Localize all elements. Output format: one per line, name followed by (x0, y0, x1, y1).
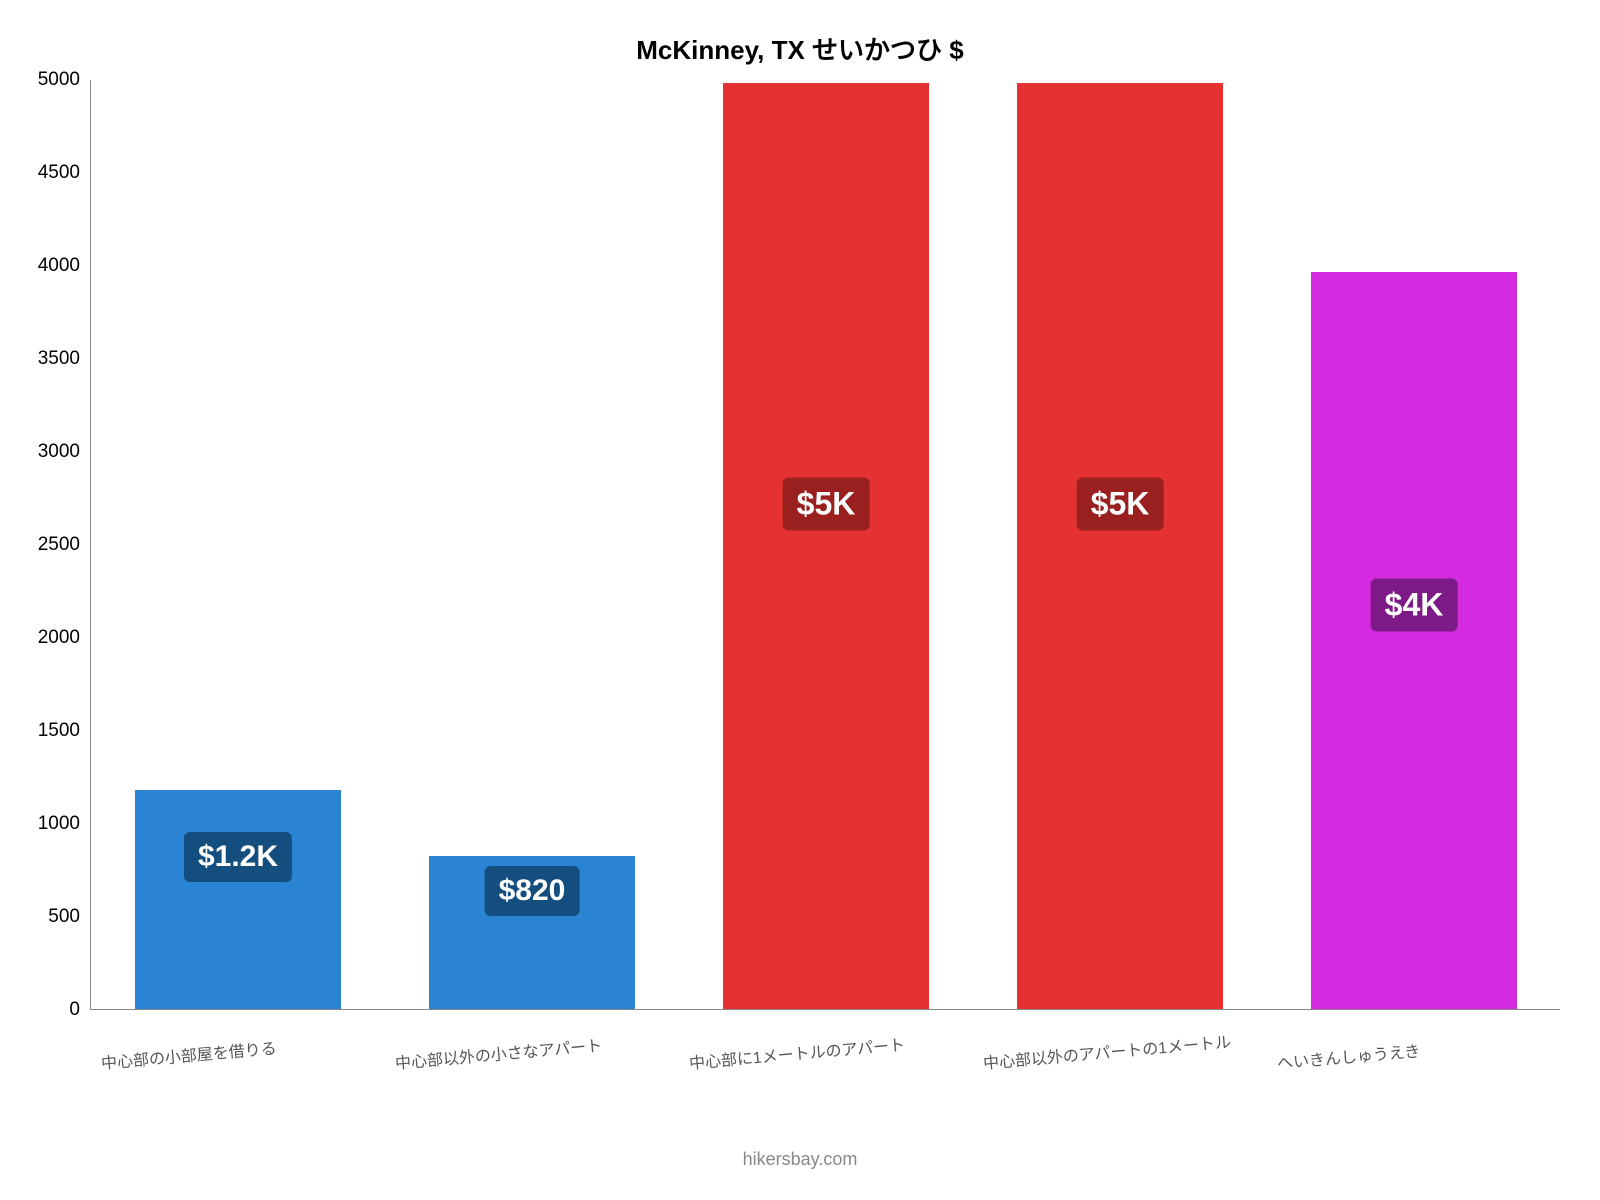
plot-area: $1.2K $820 $5K $5K $4K (90, 80, 1560, 1010)
bar-value-label: $820 (485, 866, 580, 916)
x-category-label: 中心部以外の小さなアパート (394, 1032, 603, 1074)
chart-container: McKinney, TX せいかつひ $ $1.2K$820$5K$5K$4K … (0, 0, 1600, 1200)
x-category-label: 中心部の小部屋を借りる (100, 1035, 277, 1074)
y-tick-label: 500 (20, 906, 80, 928)
bar-value-label: $5K (1077, 478, 1164, 531)
bar-value-label: $1.2K (184, 832, 292, 882)
x-category-label: へいきんしゅうえき (1276, 1037, 1421, 1073)
y-tick-label: 3500 (20, 348, 80, 370)
bar (135, 790, 341, 1009)
x-category-label: 中心部に1メートルのアパート (688, 1031, 906, 1074)
bar-value-label: $4K (1371, 578, 1458, 631)
y-tick-label: 5000 (20, 69, 80, 91)
y-tick-label: 4000 (20, 255, 80, 277)
bar (1311, 272, 1517, 1009)
x-category-label: 中心部以外のアパートの1メートル (982, 1028, 1232, 1074)
bar (723, 83, 929, 1009)
y-tick-label: 2500 (20, 534, 80, 556)
chart-footer: hikersbay.com (0, 1149, 1600, 1170)
bar (1017, 83, 1223, 1009)
y-tick-label: 1000 (20, 813, 80, 835)
y-tick-label: 0 (20, 999, 80, 1021)
y-tick-label: 2000 (20, 627, 80, 649)
y-tick-label: 4500 (20, 162, 80, 184)
bar-value-label: $5K (783, 478, 870, 531)
y-tick-label: 1500 (20, 720, 80, 742)
y-tick-label: 3000 (20, 441, 80, 463)
chart-title: McKinney, TX せいかつひ $ (0, 30, 1600, 67)
